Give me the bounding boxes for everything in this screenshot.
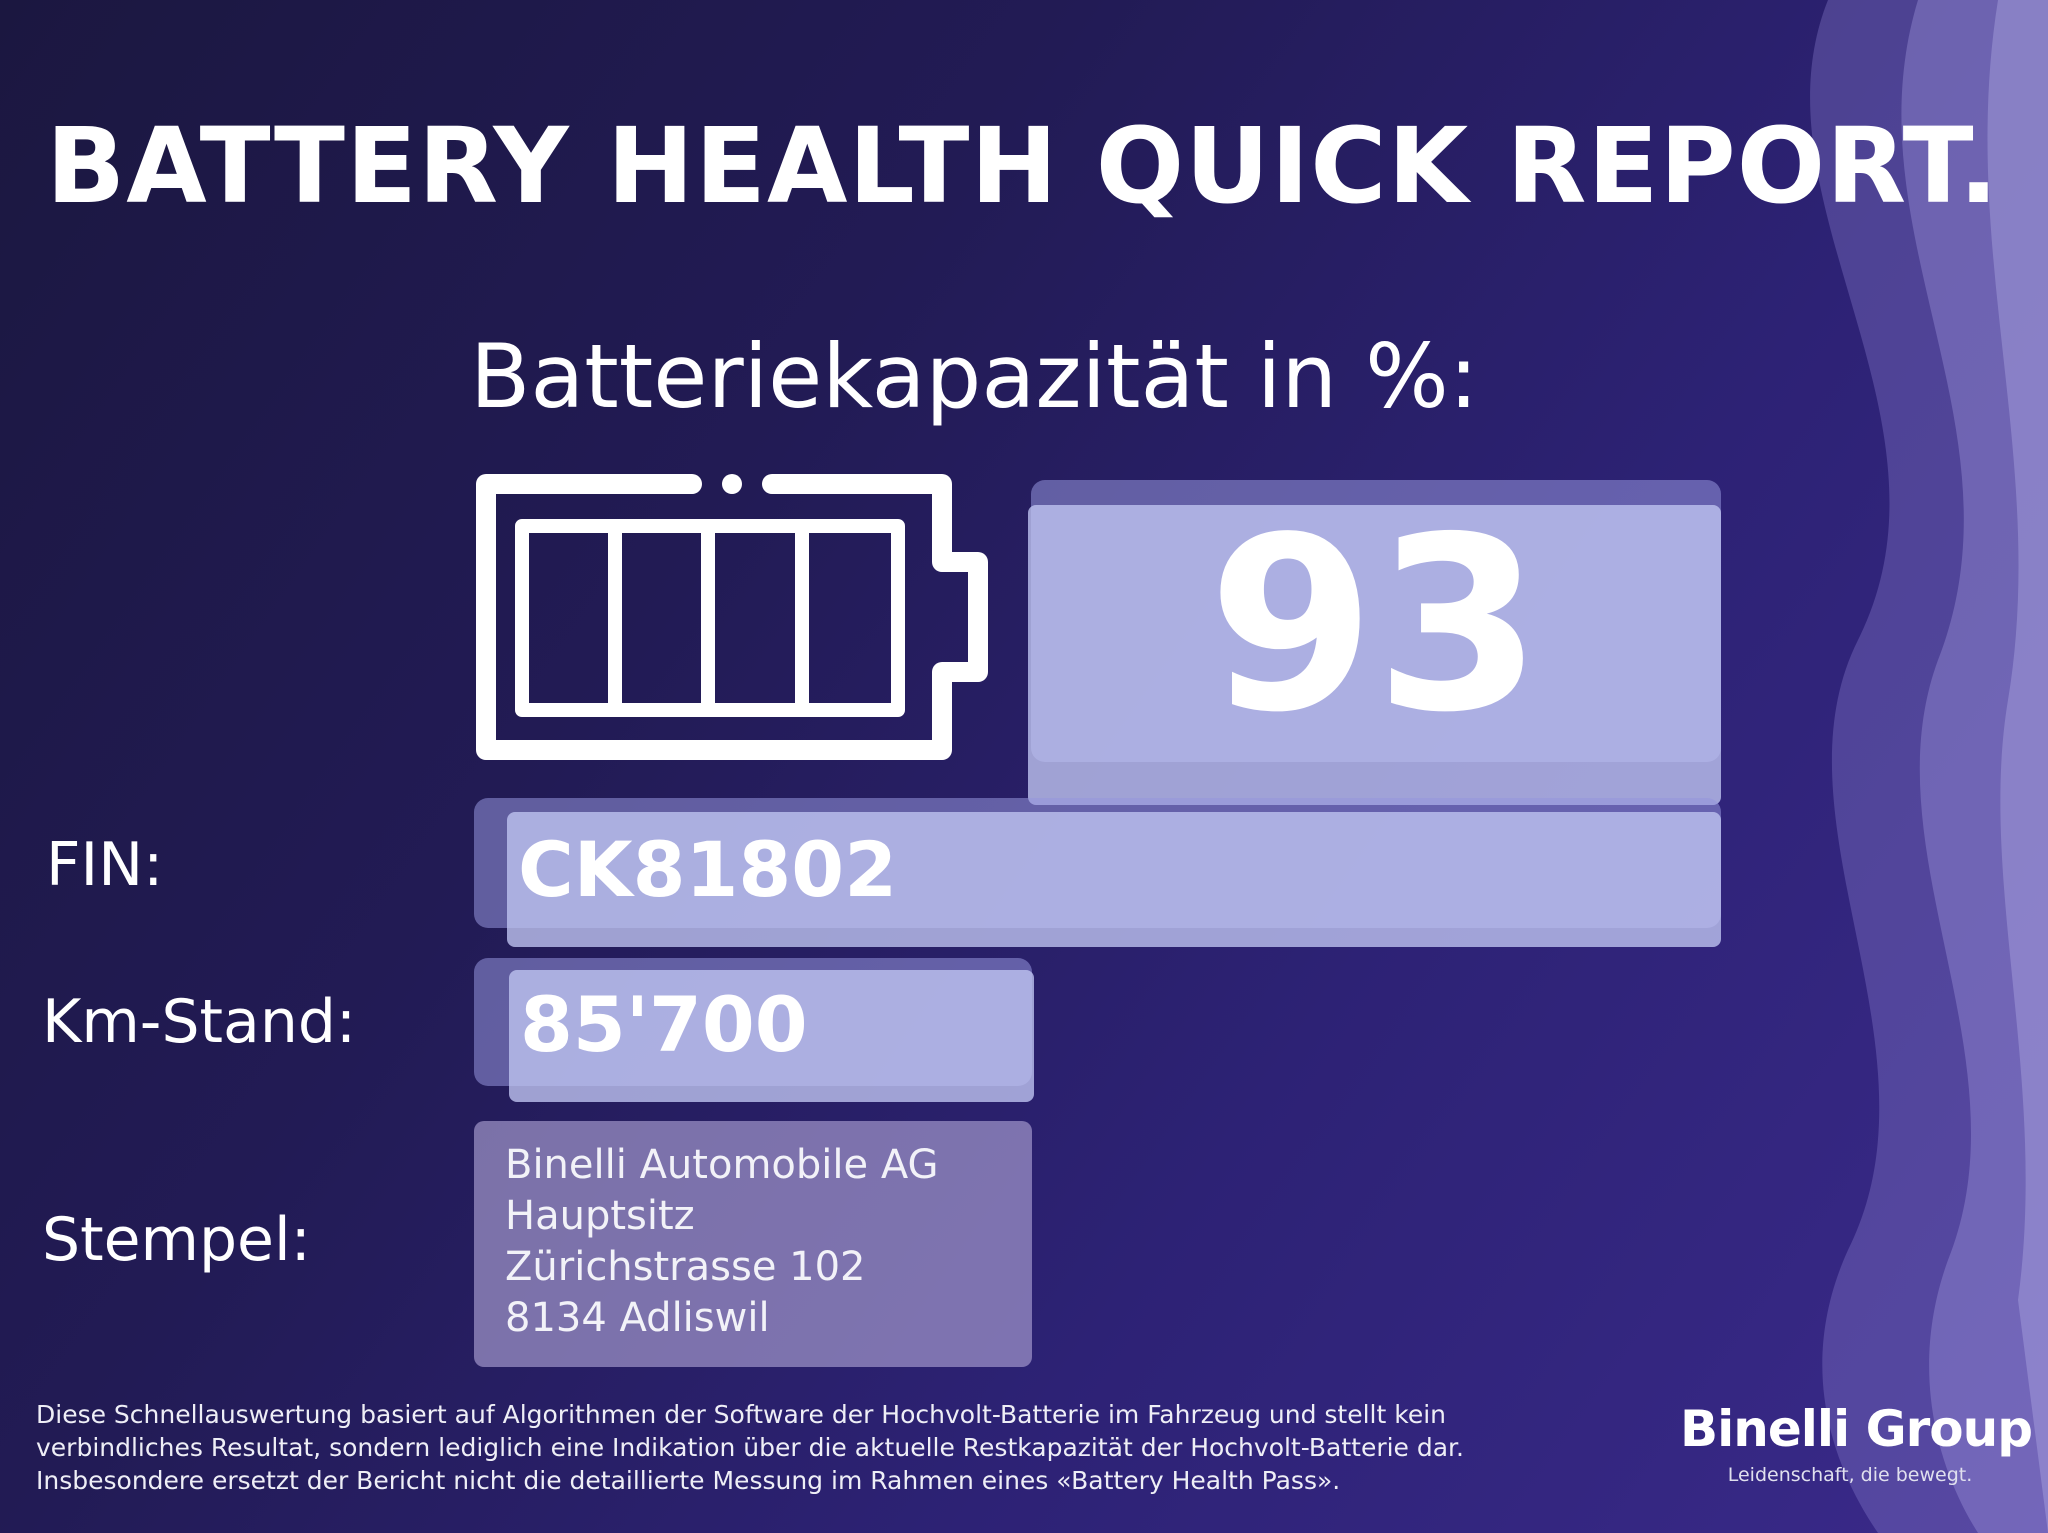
capacity-label: Batteriekapazität in %: <box>470 325 1479 428</box>
fin-value: CK81802 <box>518 825 898 914</box>
disclaimer-line: verbindliches Resultat, sondern lediglic… <box>36 1433 1464 1462</box>
capacity-box <box>1028 505 1721 805</box>
disclaimer: Diese Schnellauswertung basiert auf Algo… <box>36 1398 1656 1497</box>
fin-label: FIN: <box>46 830 164 900</box>
mileage-value: 85'700 <box>520 980 808 1069</box>
capacity-value: 93 <box>1208 485 1542 765</box>
stamp-label: Stempel: <box>42 1205 311 1275</box>
stamp-line: Zürichstrasse 102 <box>505 1244 866 1290</box>
disclaimer-line: Diese Schnellauswertung basiert auf Algo… <box>36 1400 1447 1429</box>
stamp-address: Binelli Automobile AG Hauptsitz Zürichst… <box>505 1140 938 1344</box>
fin-box <box>507 812 1721 947</box>
battery-full-icon <box>476 474 988 760</box>
disclaimer-line: Insbesondere ersetzt der Bericht nicht d… <box>36 1466 1341 1495</box>
stamp-line: 8134 Adliswil <box>505 1295 770 1341</box>
brand-logo: Binelli Group Leidenschaft, die bewegt. <box>1680 1400 2033 1486</box>
decorative-waves <box>1810 0 2048 1533</box>
brand-tagline: Leidenschaft, die bewegt. <box>1727 1464 1973 1486</box>
brand-name: Binelli Group <box>1680 1400 2033 1458</box>
mileage-label: Km-Stand: <box>42 987 357 1057</box>
stamp-line: Hauptsitz <box>505 1193 695 1239</box>
stamp-line: Binelli Automobile AG <box>505 1142 939 1188</box>
mileage-box <box>509 970 1034 1102</box>
report-title: BATTERY HEALTH QUICK REPORT. <box>46 105 2000 227</box>
stamp-box <box>474 1121 1032 1367</box>
